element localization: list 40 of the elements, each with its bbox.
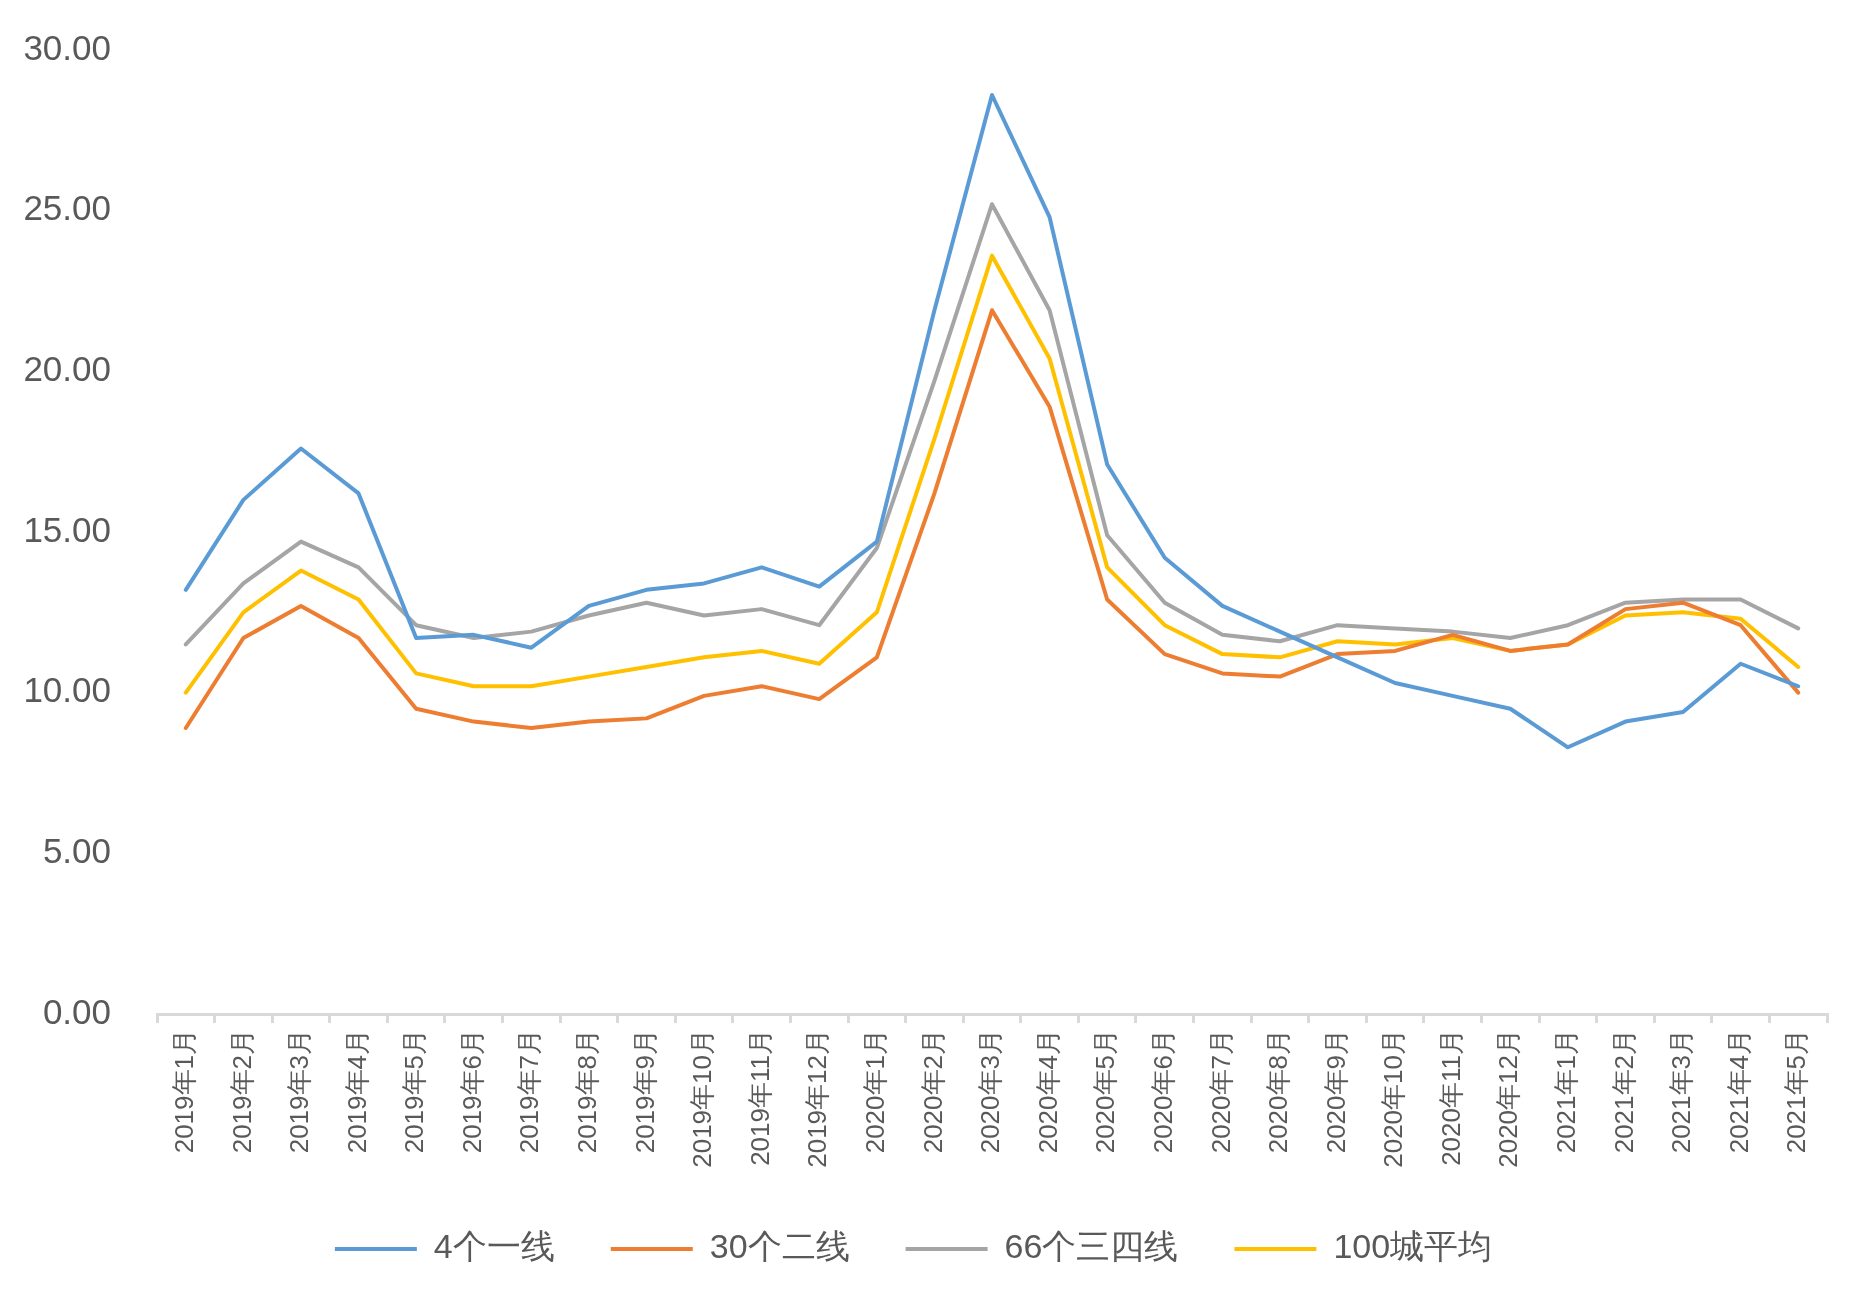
x-tick-label: 2019年9月 bbox=[629, 1029, 660, 1154]
x-tick-label: 2019年10月 bbox=[687, 1029, 718, 1168]
x-tick-label: 2019年7月 bbox=[514, 1029, 545, 1154]
x-tick-label: 2020年5月 bbox=[1090, 1029, 1121, 1154]
legend-label: 66个三四线 bbox=[1004, 1227, 1179, 1266]
x-tick-label: 2019年2月 bbox=[226, 1029, 257, 1154]
x-tick-label: 2020年10月 bbox=[1378, 1029, 1409, 1168]
x-tick-label: 2019年12月 bbox=[802, 1029, 833, 1168]
legend-label: 30个二线 bbox=[709, 1227, 850, 1266]
y-tick-label: 10.00 bbox=[23, 670, 111, 710]
x-tick-label: 2019年5月 bbox=[399, 1029, 430, 1154]
x-tick-label: 2020年12月 bbox=[1493, 1029, 1524, 1168]
x-tick-label: 2019年6月 bbox=[456, 1029, 487, 1154]
x-tick-label: 2021年2月 bbox=[1608, 1029, 1639, 1154]
x-tick-label: 2020年11月 bbox=[1435, 1029, 1466, 1166]
x-tick-label: 2019年11月 bbox=[744, 1029, 775, 1166]
legend-label: 100城平均 bbox=[1333, 1227, 1493, 1266]
x-tick-label: 2020年6月 bbox=[1147, 1029, 1178, 1154]
x-tick-label: 2020年4月 bbox=[1032, 1029, 1063, 1154]
x-tick-label: 2019年1月 bbox=[168, 1029, 199, 1154]
x-tick-label: 2020年1月 bbox=[860, 1029, 890, 1154]
x-tick-label: 2020年9月 bbox=[1320, 1029, 1351, 1154]
x-tick-label: 2019年8月 bbox=[572, 1029, 603, 1154]
x-tick-label: 2021年3月 bbox=[1666, 1029, 1697, 1154]
x-tick-label: 2020年8月 bbox=[1263, 1029, 1294, 1154]
y-tick-label: 30.00 bbox=[23, 27, 111, 67]
x-tick-label: 2021年4月 bbox=[1723, 1029, 1754, 1154]
y-tick-label: 20.00 bbox=[23, 348, 111, 388]
x-tick-label: 2021年5月 bbox=[1781, 1029, 1812, 1154]
x-tick-label: 2019年3月 bbox=[284, 1029, 315, 1154]
y-tick-label: 0.00 bbox=[42, 991, 111, 1031]
x-tick-label: 2020年7月 bbox=[1205, 1029, 1236, 1154]
y-tick-label: 25.00 bbox=[23, 188, 111, 228]
x-tick-label: 2020年2月 bbox=[917, 1029, 948, 1154]
x-tick-label: 2021年1月 bbox=[1551, 1029, 1582, 1154]
y-tick-label: 5.00 bbox=[42, 830, 111, 870]
y-tick-label: 15.00 bbox=[23, 509, 111, 549]
legend-label: 4个一线 bbox=[433, 1227, 555, 1266]
x-tick-label: 2019年4月 bbox=[341, 1029, 372, 1154]
x-tick-label: 2020年3月 bbox=[975, 1029, 1006, 1154]
